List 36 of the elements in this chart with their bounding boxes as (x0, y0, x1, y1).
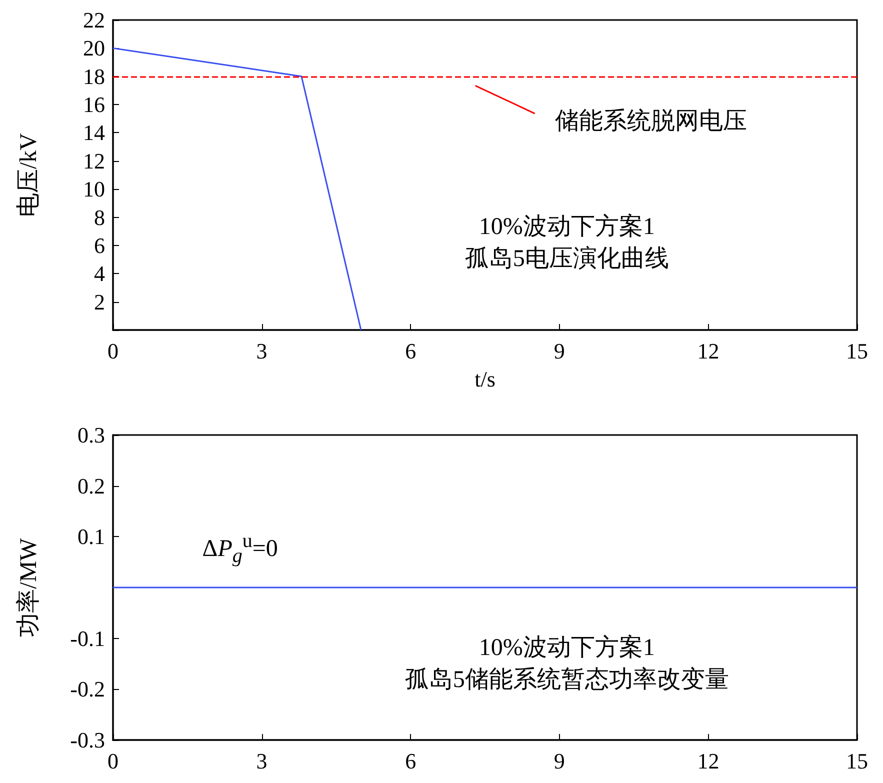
y-axis-title: 电压/kV (16, 132, 42, 217)
y-tick-label: -0.3 (70, 728, 105, 752)
x-tick-label: 15 (846, 338, 868, 364)
y-tick-label: 20 (83, 36, 105, 61)
y-tick-label: 6 (94, 232, 105, 258)
x-tick-label: 6 (405, 748, 416, 774)
annotation: 10%波动下方案1 孤岛5电压演化曲线 (464, 213, 669, 272)
annotation: 10%波动下方案1 孤岛5储能系统暂态功率改变量 (404, 634, 729, 693)
x-tick-label: 6 (405, 338, 416, 364)
x-tick-label: 9 (554, 748, 565, 774)
x-tick-label: 3 (256, 748, 268, 774)
x-tick-label: 3 (256, 338, 268, 364)
y-tick-label: 14 (83, 120, 105, 146)
y-tick-label: 8 (94, 204, 105, 230)
y-tick-label: 0.3 (78, 422, 105, 448)
y-tick-label: 4 (94, 261, 105, 286)
x-tick-label: 12 (697, 338, 720, 364)
x-tick-label: 0 (108, 338, 118, 364)
y-tick-label: 2 (94, 289, 105, 314)
x-tick-label: 15 (846, 748, 868, 774)
ref-line-label: 储能系统脱网电压 (554, 108, 747, 135)
y-tick-label: -0.2 (70, 676, 105, 702)
y-tick-label: 0.1 (78, 524, 105, 550)
y-tick-label: -0.1 (70, 626, 105, 651)
y-tick-label: 12 (83, 148, 105, 174)
y-axis-title: 功率/MW (15, 538, 42, 637)
y-tick-label: 0.2 (78, 473, 105, 498)
x-axis-title: t/s (474, 366, 496, 392)
x-tick-label: 9 (554, 338, 565, 364)
y-tick-label: 22 (83, 8, 105, 32)
series-label: ΔP$_{g}$$^{u}$=0 (202, 530, 278, 568)
y-tick-label: 16 (83, 92, 105, 118)
y-tick-label: 18 (83, 64, 105, 89)
y-tick-label: 10 (83, 176, 105, 202)
x-tick-label: 12 (697, 748, 720, 774)
x-tick-label: 0 (108, 748, 118, 774)
